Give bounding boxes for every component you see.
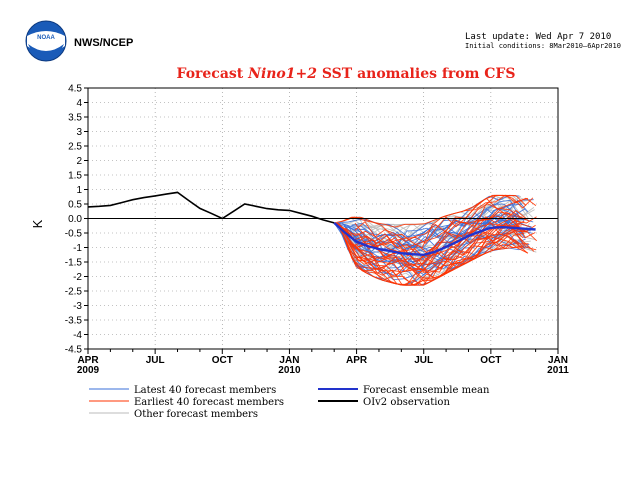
y-tick-label: -1.5 [65, 258, 83, 269]
earliest-member-line [344, 225, 538, 272]
title-prefix: Forecast [177, 66, 249, 82]
y-tick-label: -3.5 [65, 316, 83, 327]
noaa-logo-text: NOAA [37, 35, 55, 41]
other-member-line [337, 202, 529, 256]
legend-label-earliest: Earliest 40 forecast members [134, 397, 284, 408]
y-tick-label: -2.5 [65, 287, 83, 298]
earliest-member-line [347, 233, 529, 274]
ensemble-mean-line [333, 222, 536, 257]
latest-member-line [336, 216, 529, 268]
legend-label-latest: Latest 40 forecast members [134, 385, 276, 396]
y-tick-label: 1.5 [68, 171, 82, 182]
earliest-member-line [334, 194, 537, 228]
y-tick-label: 3.5 [68, 113, 82, 124]
x-tick-year: 2011 [547, 365, 569, 376]
earliest-member-line [339, 223, 522, 286]
last-update-text: Last update: Wed Apr 7 2010 [465, 32, 611, 42]
y-tick-label: 2.5 [68, 142, 82, 153]
y-tick-label: -4 [73, 330, 82, 341]
legend-label-other: Other forecast members [134, 409, 258, 420]
y-tick-label: -0.5 [65, 229, 83, 240]
y-tick-labels: 4.5 4 3.5 3 2.5 2 1.5 1 0.5 0.0 -0.5 -1 -1.5 -2 -2.5 -3… [65, 84, 83, 356]
y-tick-label: 0.5 [68, 200, 82, 211]
earliest-member-line [341, 228, 524, 278]
legend-label-obs: OIv2 observation [363, 397, 450, 408]
x-tick-label: JAN [279, 355, 299, 366]
x-tick-label: JUL [146, 355, 165, 366]
y-axis-label: K [30, 219, 45, 228]
x-tick-label: APR [346, 355, 368, 366]
earliest-member-line [354, 222, 536, 273]
earliest-member-line [345, 197, 537, 246]
earliest-member-line [354, 194, 517, 249]
latest-member-line [336, 199, 529, 252]
earliest-member-line [336, 197, 529, 256]
earliest-member-line [352, 243, 524, 281]
series-lines [87, 191, 536, 257]
earliest-member-line [334, 211, 527, 263]
x-tick-label: OCT [480, 355, 501, 366]
ensemble-spread [333, 194, 538, 286]
earliest-member-line [352, 231, 535, 286]
observation-line [87, 191, 335, 224]
noaa-logo-icon [25, 20, 67, 62]
y-tick-label: 1 [76, 185, 82, 196]
y-tick-label: 4 [76, 98, 82, 109]
y-tick-label: -1 [73, 243, 82, 254]
chart-title: Forecast Nino1+2 SST anomalies from CFS [177, 66, 516, 82]
y-tick-label: 3 [76, 127, 82, 138]
legend-label-mean: Forecast ensemble mean [363, 385, 490, 396]
y-tick-label: 4.5 [68, 84, 82, 95]
y-tick-label: -4.5 [65, 345, 83, 356]
earliest-member-line [341, 194, 534, 249]
y-tick-label: 0.0 [68, 214, 82, 225]
title-suffix: SST anomalies from CFS [317, 66, 515, 82]
title-italic: Nino1+2 [247, 66, 317, 82]
x-tick-year: 2009 [77, 365, 100, 376]
agency-label: NWS/NCEP [74, 37, 133, 49]
axes [84, 87, 559, 354]
latest-member-line [334, 213, 516, 260]
initial-conditions-text: Initial conditions: 8Mar2010–6Apr2010 [465, 42, 621, 50]
x-tick-label: JAN [548, 355, 568, 366]
x-tick-year: 2010 [278, 365, 301, 376]
y-tick-label: -2 [73, 272, 82, 283]
y-tick-label: 2 [76, 156, 82, 167]
x-tick-label: APR [77, 355, 99, 366]
y-tick-label: -3 [73, 301, 82, 312]
x-tick-label: JUL [414, 355, 433, 366]
x-tick-label: OCT [212, 355, 233, 366]
plot-frame [87, 87, 559, 350]
